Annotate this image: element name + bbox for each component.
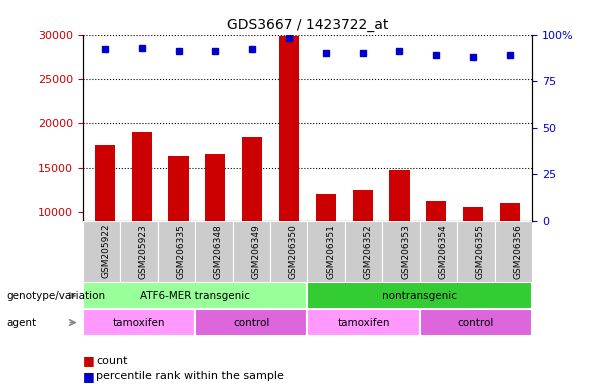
Bar — [132, 132, 152, 301]
Text: tamoxifen: tamoxifen — [337, 318, 390, 328]
Bar — [383, 221, 420, 282]
Text: ■: ■ — [83, 370, 94, 383]
Bar — [307, 309, 420, 336]
Bar — [420, 309, 532, 336]
Bar — [95, 146, 115, 301]
Text: GSM206354: GSM206354 — [438, 224, 447, 279]
Bar — [307, 221, 345, 282]
Bar — [389, 170, 409, 301]
Text: control: control — [233, 318, 270, 328]
Text: GSM206350: GSM206350 — [289, 224, 298, 279]
Bar — [195, 221, 232, 282]
Bar — [83, 309, 195, 336]
Title: GDS3667 / 1423722_at: GDS3667 / 1423722_at — [227, 18, 388, 32]
Text: genotype/variation: genotype/variation — [6, 291, 105, 301]
Bar — [205, 154, 226, 301]
Text: GSM206349: GSM206349 — [251, 224, 261, 279]
Text: nontransgenic: nontransgenic — [383, 291, 457, 301]
Bar — [169, 156, 189, 301]
Bar — [307, 282, 532, 309]
Text: GSM206356: GSM206356 — [513, 224, 522, 279]
Bar — [495, 221, 532, 282]
Bar — [316, 194, 336, 301]
Text: count: count — [96, 356, 128, 366]
Text: ATF6-MER transgenic: ATF6-MER transgenic — [140, 291, 250, 301]
Text: tamoxifen: tamoxifen — [113, 318, 165, 328]
Text: GSM206352: GSM206352 — [364, 224, 373, 279]
Text: control: control — [458, 318, 494, 328]
Text: GSM205922: GSM205922 — [102, 224, 110, 278]
Text: GSM206335: GSM206335 — [177, 224, 185, 279]
Bar — [83, 282, 307, 309]
Bar — [232, 221, 270, 282]
Text: agent: agent — [6, 318, 36, 328]
Bar — [242, 137, 262, 301]
Bar — [195, 309, 307, 336]
Text: GSM206355: GSM206355 — [476, 224, 485, 279]
Bar — [457, 221, 495, 282]
Bar — [420, 221, 457, 282]
Text: GSM206348: GSM206348 — [214, 224, 223, 279]
Text: percentile rank within the sample: percentile rank within the sample — [96, 371, 284, 381]
Bar — [463, 207, 483, 301]
Text: ■: ■ — [83, 354, 94, 367]
Bar — [352, 190, 373, 301]
Bar — [83, 221, 120, 282]
Text: GSM205923: GSM205923 — [139, 224, 148, 279]
Text: GSM206353: GSM206353 — [401, 224, 410, 279]
Bar — [120, 221, 158, 282]
Bar — [345, 221, 383, 282]
Bar — [500, 203, 520, 301]
Bar — [158, 221, 195, 282]
Bar — [426, 201, 446, 301]
Bar — [270, 221, 307, 282]
Bar — [279, 36, 299, 301]
Text: GSM206351: GSM206351 — [326, 224, 335, 279]
